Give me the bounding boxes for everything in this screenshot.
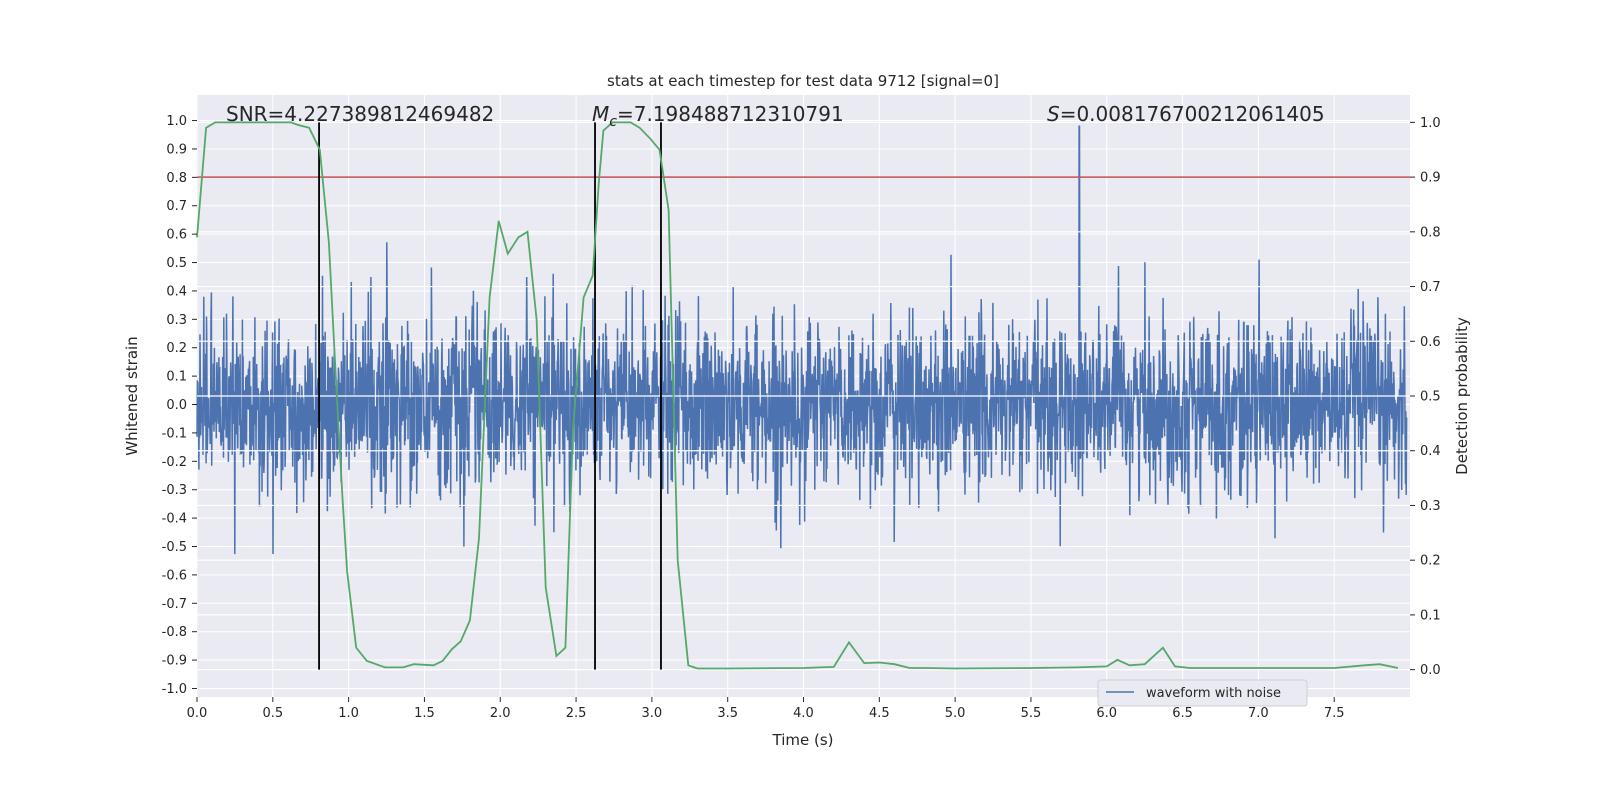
x-tick-label: 3.0 xyxy=(642,706,663,721)
x-tick-label: 6.5 xyxy=(1172,706,1193,721)
x-tick-label: 2.0 xyxy=(490,706,511,721)
y-right-tick-label: 0.3 xyxy=(1420,499,1441,514)
legend-box xyxy=(1097,679,1308,707)
x-axis-label: Time (s) xyxy=(772,731,834,749)
s-symbol: S xyxy=(1047,102,1060,126)
s-value: =0.008176700212061405 xyxy=(1060,102,1325,126)
mc-symbol: M xyxy=(592,102,609,126)
y-tick-label: 0.2 xyxy=(166,341,187,356)
y-tick-label: 0.5 xyxy=(166,256,187,271)
x-tick-label: 2.5 xyxy=(566,706,587,721)
detection-probability-line xyxy=(196,121,1399,670)
x-tick-label: 5.5 xyxy=(1021,706,1042,721)
legend-label: waveform with noise xyxy=(1146,686,1281,701)
y-right-tick-label: 0.4 xyxy=(1420,444,1441,459)
y-tick-label: -0.2 xyxy=(162,455,187,470)
y-tick-label: 1.0 xyxy=(166,114,187,129)
s-annotation: S=0.008176700212061405 xyxy=(1047,102,1325,126)
x-tick-label: 5.0 xyxy=(945,706,966,721)
y-tick-label: 0.0 xyxy=(166,398,187,413)
y-right-tick-label: 0.0 xyxy=(1420,663,1441,678)
x-tick-label: 3.5 xyxy=(717,706,738,721)
x-tick-label: 0.0 xyxy=(187,706,208,721)
y-right-tick-label: 0.8 xyxy=(1420,225,1441,240)
y-axis-label-right: Detection probability xyxy=(1453,317,1471,475)
x-tick-label: 6.0 xyxy=(1096,706,1117,721)
x-tick-label: 0.5 xyxy=(262,706,283,721)
y-tick-label: -1.0 xyxy=(162,682,187,697)
y-tick-label: -0.6 xyxy=(162,568,187,583)
y-tick-label: -0.9 xyxy=(162,654,187,669)
x-tick-label: 7.0 xyxy=(1248,706,1269,721)
y-tick-label: -0.8 xyxy=(162,625,187,640)
y-tick-label: -0.7 xyxy=(162,597,187,612)
y-tick-label: -0.1 xyxy=(162,426,187,441)
y-axis-label: Whitened strain xyxy=(123,336,141,455)
chirp-mass-annotation: Mc=7.198488712310791 xyxy=(592,102,844,130)
y-tick-label: 0.3 xyxy=(166,313,187,328)
x-tick-label: 1.5 xyxy=(414,706,435,721)
waveform-series xyxy=(196,125,1408,555)
mc-value: =7.198488712310791 xyxy=(617,102,844,126)
overlay xyxy=(196,121,1410,671)
y-right-tick-label: 0.5 xyxy=(1420,390,1441,405)
waveform-line xyxy=(196,125,1408,555)
y-right-tick-label: 0.1 xyxy=(1420,608,1441,623)
y-tick-label: 0.1 xyxy=(166,370,187,385)
y-right-tick-label: 0.9 xyxy=(1420,171,1441,186)
x-tick-label: 4.0 xyxy=(793,706,814,721)
chart-title: stats at each timestep for test data 971… xyxy=(607,72,999,90)
y-right-tick-label: 0.6 xyxy=(1420,335,1441,350)
y-tick-label: -0.5 xyxy=(162,540,187,555)
y-tick-label: 0.7 xyxy=(166,199,187,214)
x-tick-label: 7.5 xyxy=(1324,706,1345,721)
mc-subscript: c xyxy=(609,114,617,130)
y-right-tick-label: 0.7 xyxy=(1420,280,1441,295)
y-right-tick-label: 1.0 xyxy=(1420,116,1441,131)
y-tick-label: -0.4 xyxy=(162,512,187,527)
legend: waveform with noise xyxy=(1097,679,1308,707)
y-tick-label: -0.3 xyxy=(162,483,187,498)
y-tick-label: 0.9 xyxy=(166,142,187,157)
snr-annotation: SNR=4.227389812469482 xyxy=(226,102,494,126)
axes: 0.0 0.5 1.0 1.5 2.0 2.5 3.0 3.5 4.0 4.5 5.0 5.5 6.0 6… xyxy=(162,114,1441,721)
y-tick-label: 0.8 xyxy=(166,171,187,186)
y-right-tick-label: 0.2 xyxy=(1420,554,1441,569)
y-tick-label: 0.4 xyxy=(166,284,187,299)
x-tick-label: 4.5 xyxy=(869,706,890,721)
x-tick-label: 1.0 xyxy=(338,706,359,721)
y-tick-label: 0.6 xyxy=(166,228,187,243)
